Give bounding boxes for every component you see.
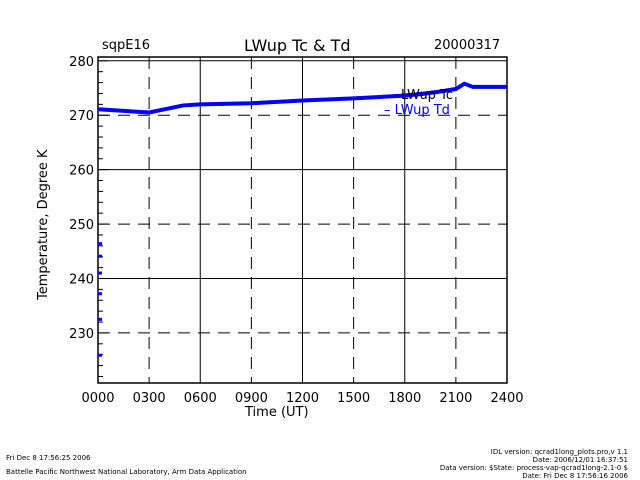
x-tick-label: 0000 <box>81 391 114 406</box>
td-data-point <box>98 271 102 275</box>
org-label: Battelle Pacific Northwest National Labo… <box>6 468 247 476</box>
td-data-point <box>98 317 102 321</box>
x-axis-label: Time (UT) <box>245 405 309 420</box>
print-date: Fri Dec 8 17:56:25 2006 <box>6 454 91 462</box>
idl-date: Date: 2006/12/01 16:37:51 <box>532 456 628 464</box>
y-tick-label: 270 <box>69 109 94 124</box>
td-data-point <box>98 292 102 296</box>
data-version: Data version: $State: process-vap-qcrad1… <box>439 464 628 472</box>
y-tick-label: 260 <box>69 164 94 179</box>
y-tick-label: 240 <box>69 273 94 288</box>
td-data-point <box>98 353 102 357</box>
x-tick-label: 0900 <box>235 391 268 406</box>
y-axis-label: Temperature, Degree K <box>36 149 51 300</box>
x-tick-label: 1200 <box>286 391 319 406</box>
x-tick-label: 1800 <box>388 391 421 406</box>
legend-td: – LWup Td <box>384 103 450 118</box>
td-data-point <box>98 242 102 246</box>
date-label: 20000317 <box>434 38 501 53</box>
y-tick-label: 250 <box>69 218 94 233</box>
x-tick-label: 2100 <box>439 391 472 406</box>
td-data-point <box>98 254 102 258</box>
idl-version: IDL version: qcrad1long_plots.pro,v 1.1 <box>490 448 628 456</box>
x-tick-label: 0300 <box>133 391 166 406</box>
site-label: sqpE16 <box>102 38 151 53</box>
series-line-td <box>97 81 507 115</box>
legend-tc: LWup Tc <box>401 88 453 103</box>
y-tick-label: 230 <box>69 327 94 342</box>
x-tick-label: 1500 <box>337 391 370 406</box>
y-tick-label: 280 <box>69 55 94 70</box>
data-date: Date: Fri Dec 8 17:56:16 2006 <box>522 472 628 480</box>
x-tick-label: 2400 <box>490 391 523 406</box>
x-tick-label: 0600 <box>184 391 217 406</box>
chart-title: LWup Tc & Td <box>244 36 351 55</box>
legend-td-label: LWup Td <box>394 103 450 118</box>
